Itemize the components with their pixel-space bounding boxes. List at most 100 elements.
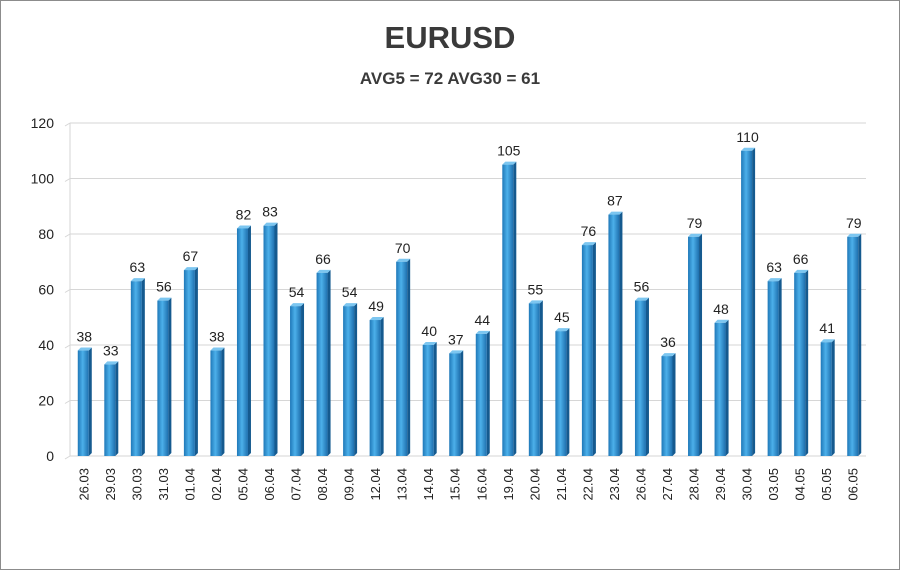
- bar-value-label: 37: [448, 331, 464, 347]
- bar: [475, 333, 487, 456]
- bar-side: [194, 267, 198, 456]
- x-tick-label: 15.04: [448, 468, 463, 501]
- x-tick-label: 22.04: [580, 468, 595, 501]
- x-tick-label: 31.03: [156, 468, 171, 501]
- bar: [183, 270, 195, 456]
- bar-top: [263, 222, 278, 226]
- bar-side: [778, 278, 782, 456]
- bar-side: [539, 300, 543, 456]
- bar-value-label: 83: [262, 204, 278, 220]
- x-tick-label: 05.04: [235, 468, 250, 501]
- bar: [608, 214, 620, 456]
- bar: [847, 236, 859, 456]
- x-tick-label: 09.04: [342, 468, 357, 501]
- bar: [157, 300, 169, 456]
- bar-value-label: 66: [793, 251, 809, 267]
- bar-side: [115, 361, 119, 456]
- bar-value-label: 110: [736, 129, 759, 145]
- bar: [290, 306, 302, 456]
- bar-side: [301, 303, 305, 456]
- bar-top: [210, 347, 225, 351]
- gridline-depth: [64, 344, 71, 349]
- chart-subtitle: AVG5 = 72 AVG30 = 61: [359, 69, 541, 88]
- bar-top: [77, 347, 92, 351]
- x-tick-label: 28.04: [687, 468, 702, 501]
- bar: [741, 150, 753, 456]
- bar-side: [354, 303, 358, 456]
- y-axis: 0 20 40 60 80 100 120: [31, 115, 71, 464]
- bar-value-label: 41: [819, 320, 835, 336]
- gridline-depth: [64, 122, 71, 127]
- bar-top: [634, 297, 649, 301]
- bar-top: [767, 278, 782, 282]
- x-tick-label: 29.03: [103, 468, 118, 501]
- bar-side: [380, 317, 384, 456]
- bar-side: [327, 269, 331, 456]
- bar-value-label: 33: [103, 342, 119, 358]
- bar-value-label: 105: [497, 143, 521, 159]
- grid-lines: [64, 122, 866, 460]
- x-tick-label: 26.04: [633, 468, 648, 501]
- x-tick-label: 14.04: [421, 468, 436, 501]
- y-tick-label: 80: [38, 226, 54, 242]
- x-tick-label: 29.04: [713, 468, 728, 501]
- bar-top: [741, 147, 756, 151]
- x-tick-label: 07.04: [289, 468, 304, 501]
- x-tick-label: 20.04: [527, 468, 542, 501]
- bar: [104, 364, 116, 456]
- gridline-depth: [64, 455, 71, 460]
- bars: 38 33 63 56 67 38 82 83 54 66 54 49 70 40 37 44 105 55 45 7…: [76, 129, 862, 456]
- bar-value-label: 55: [528, 281, 544, 297]
- bar-top: [847, 233, 862, 237]
- bar-side: [513, 161, 517, 456]
- bar: [581, 245, 593, 456]
- y-tick-label: 0: [46, 448, 54, 464]
- bar-side: [274, 222, 278, 456]
- x-axis: 26.03 29.03 30.03 31.03 01.04 02.04 05.04 06.04…: [76, 468, 860, 501]
- bar-value-label: 79: [687, 215, 703, 231]
- bar-top: [714, 319, 729, 323]
- bar-value-label: 44: [474, 312, 490, 328]
- bar-value-label: 45: [554, 309, 570, 325]
- bar-value-label: 70: [395, 240, 411, 256]
- bar: [661, 356, 673, 456]
- bar-top: [396, 258, 411, 262]
- bar-top: [316, 269, 331, 273]
- x-tick-label: 13.04: [395, 468, 410, 501]
- bar-value-label: 54: [289, 284, 305, 300]
- chart-title: EURUSD: [384, 20, 516, 55]
- bar-value-label: 87: [607, 193, 623, 209]
- x-tick-label: 26.03: [76, 468, 91, 501]
- bar: [236, 228, 248, 456]
- y-tick-label: 60: [38, 282, 54, 298]
- bar-side: [433, 342, 437, 456]
- x-tick-label: 30.04: [740, 468, 755, 501]
- bar: [502, 164, 514, 456]
- bar-value-label: 76: [581, 223, 597, 239]
- x-tick-label: 08.04: [315, 468, 330, 501]
- x-tick-label: 16.04: [474, 468, 489, 501]
- bar: [343, 306, 355, 456]
- bar-value-label: 54: [342, 284, 358, 300]
- bar-value-label: 48: [713, 301, 729, 317]
- bar: [767, 281, 779, 456]
- bar: [130, 281, 142, 456]
- bar-top: [290, 303, 305, 307]
- gridline-depth: [64, 400, 71, 404]
- bar-value-label: 38: [209, 329, 225, 345]
- bar: [316, 272, 328, 456]
- y-tick-label: 40: [38, 337, 54, 353]
- bar: [555, 331, 567, 456]
- x-tick-label: 06.04: [262, 468, 277, 501]
- x-tick-label: 02.04: [209, 468, 224, 501]
- bar-top: [422, 342, 437, 345]
- bar: [528, 303, 540, 456]
- bar-value-label: 82: [236, 206, 252, 222]
- y-tick-label: 20: [38, 393, 54, 409]
- bar-value-label: 67: [183, 248, 199, 264]
- bar: [369, 320, 381, 456]
- bar: [714, 322, 726, 456]
- x-tick-label: 06.05: [846, 468, 861, 501]
- bar-top: [369, 317, 384, 321]
